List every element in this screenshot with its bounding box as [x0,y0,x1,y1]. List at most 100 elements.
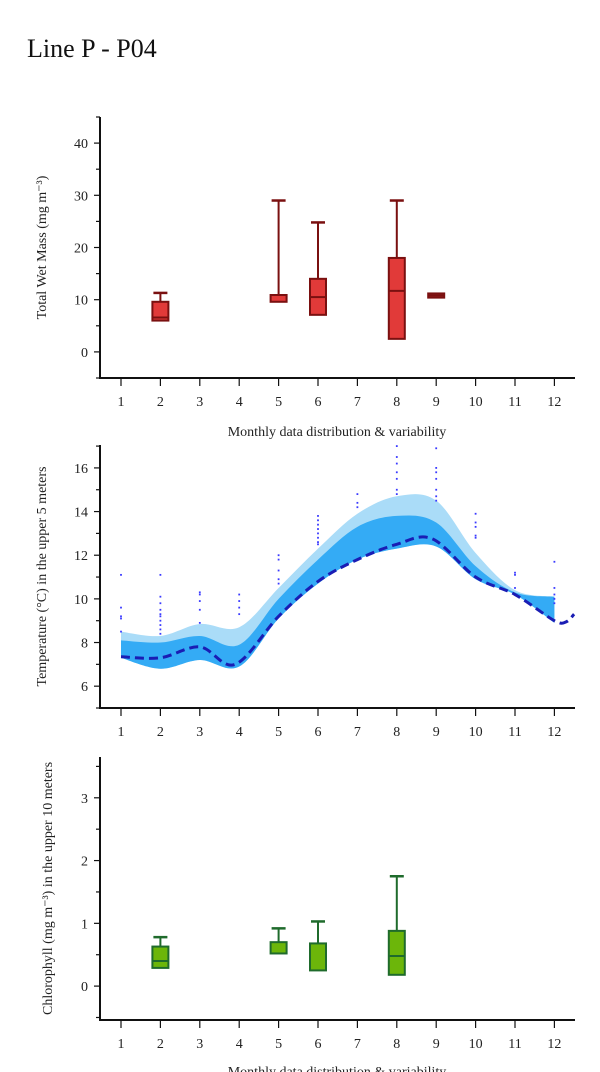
observation-dot [474,512,477,515]
observation-dot [120,615,122,618]
box-month-8 [387,199,406,340]
observation-dot [317,543,319,546]
x-tick-label: 1 [118,725,125,740]
observation-dot [159,615,162,618]
observation-dot [553,602,556,605]
observation-dot [395,477,398,480]
x-tick-label: 5 [275,395,282,410]
x-tick-label: 12 [547,1037,561,1052]
observation-dot [198,593,201,596]
observation-dot [277,554,280,557]
box [269,941,288,955]
observation-dot [159,613,162,616]
observation-dot [277,558,280,561]
observation-dot [198,621,201,624]
box-month-6 [309,221,327,316]
x-tick-label: 6 [315,725,322,740]
observation-dot [317,536,319,539]
x-tick-label: 9 [433,725,440,740]
x-tick-label: 5 [275,725,282,740]
observation-dot [356,506,359,509]
box [151,300,170,322]
observation-dot [159,608,162,611]
observation-dot [159,628,162,631]
observation-dot [159,632,162,635]
y-tick-label: 6 [81,680,88,695]
box [269,294,288,303]
x-tick-label: 2 [157,395,164,410]
observation-dot [159,619,162,622]
observation-dot [474,521,477,524]
y-tick-label: 0 [81,346,88,361]
x-tick-label: 9 [433,395,440,410]
y-tick-label: 3 [81,792,88,807]
x-axis-label: Monthly data distribution & variability [228,1065,447,1072]
observation-dot [435,495,438,498]
box-month-2 [151,291,170,322]
observation-dot [435,477,438,480]
observation-dot [238,593,241,596]
x-tick-label: 1 [118,1037,125,1052]
y-tick-label: 1 [81,917,88,932]
observation-dot [553,593,556,596]
observation-dot [395,456,398,458]
observation-dot [514,573,516,576]
box [309,942,327,972]
observation-dot [514,587,516,589]
observation-dot [238,600,241,602]
observation-dot [159,573,162,576]
observation-dot [395,462,398,465]
x-tick-label: 1 [118,395,125,410]
observation-dot [317,541,319,544]
observation-dot [198,608,201,611]
observation-dot [317,523,319,526]
box-month-2 [151,935,170,969]
y-tick-label: 0 [81,980,88,995]
observation-dot [395,493,398,496]
observation-dot [120,617,122,620]
y-axis-label: Chlorophyll (mg m⁻³) in the upper 10 met… [41,762,56,1015]
observation-dot [277,582,280,585]
observation-dot [238,613,241,616]
y-tick-label: 14 [74,506,88,521]
x-tick-label: 3 [196,1037,203,1052]
x-axis-label: Monthly data distribution & variability [228,425,447,440]
box-month-5 [269,927,288,955]
x-tick-label: 7 [354,725,361,740]
observation-dot [356,493,359,496]
x-tick-label: 5 [275,1037,282,1052]
observation-dot [159,595,162,598]
x-tick-label: 8 [393,1037,400,1052]
observation-dot [395,471,398,474]
box [387,256,406,340]
x-tick-label: 11 [508,725,521,740]
box-month-9 [427,292,446,299]
observation-dot [159,602,162,605]
box-month-6 [309,920,327,972]
y-tick-label: 2 [81,855,88,870]
observation-dot [238,606,241,609]
y-tick-label: 10 [74,593,88,608]
x-tick-label: 10 [469,395,483,410]
box [151,945,170,969]
observation-dot [435,499,438,502]
y-tick-label: 8 [81,637,88,652]
observation-dot [277,569,280,572]
observation-dot [277,578,280,581]
observation-dot [356,501,359,504]
x-tick-label: 10 [469,1037,483,1052]
observation-dot [317,519,319,522]
x-tick-label: 8 [393,395,400,410]
observation-dot [159,624,162,626]
x-tick-label: 11 [508,395,521,410]
observation-dot [553,560,556,563]
observation-dot [198,600,201,602]
box-month-8 [387,875,406,976]
x-tick-label: 4 [236,395,243,410]
x-tick-label: 7 [354,395,361,410]
observation-dot [435,447,438,450]
x-tick-label: 3 [196,725,203,740]
